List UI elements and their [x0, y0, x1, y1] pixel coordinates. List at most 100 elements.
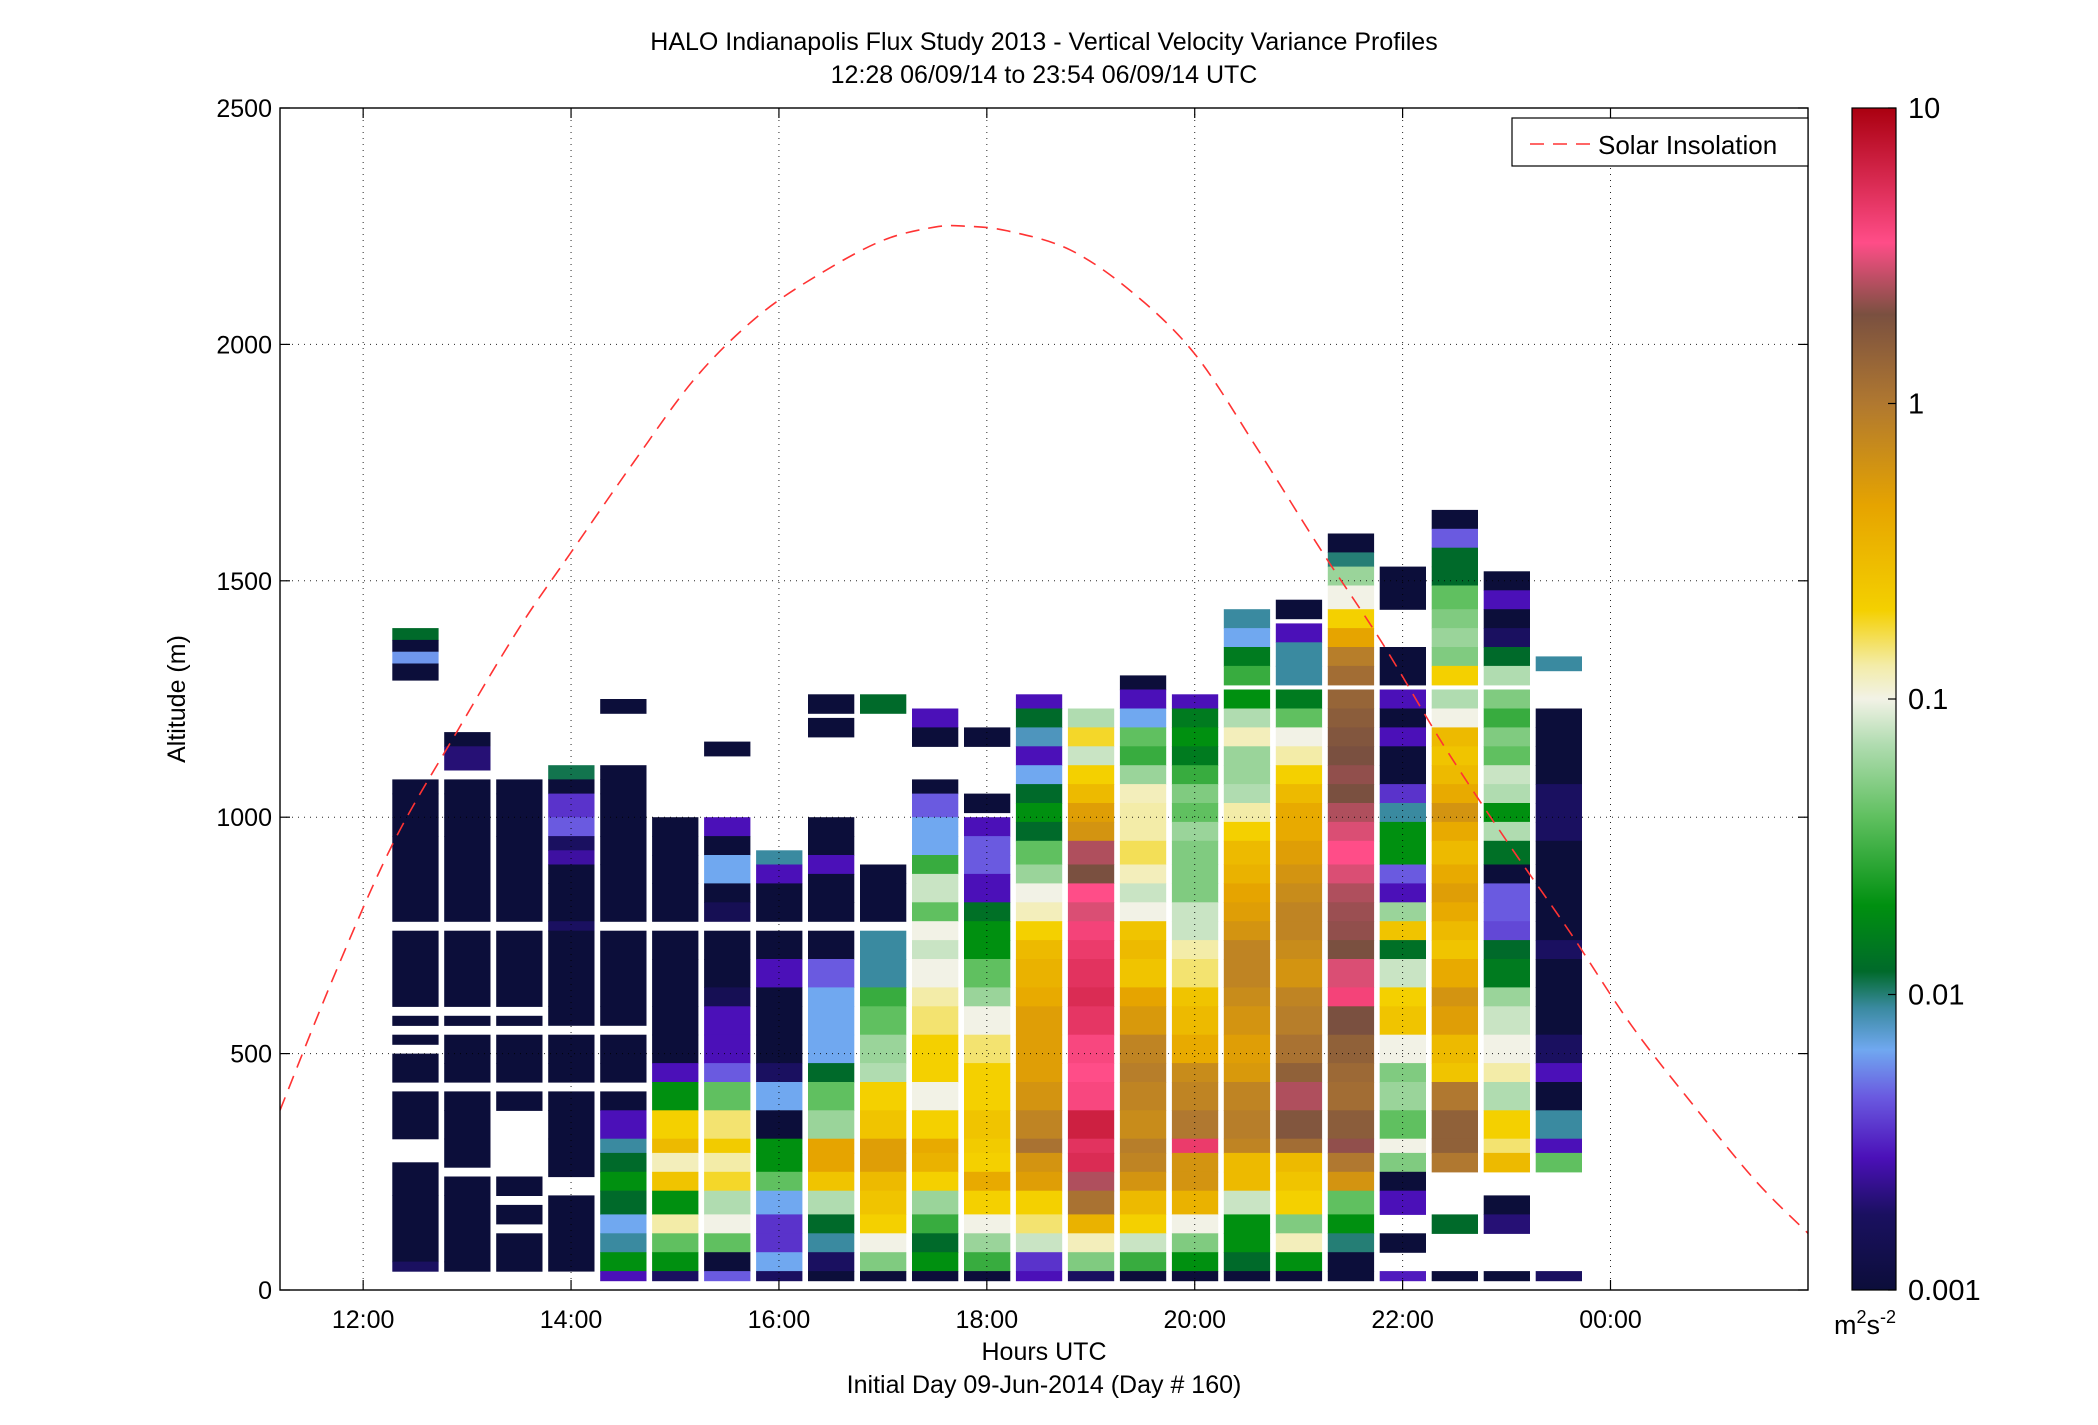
heatmap-cell: [1431, 1110, 1478, 1140]
heatmap-cell: [912, 1214, 959, 1234]
heatmap-cell: [600, 1214, 647, 1234]
heatmap-cell: [600, 836, 647, 866]
y-axis: 0 500 1000 1500 2000 2500: [216, 95, 1808, 1305]
heatmap-cell: [496, 930, 543, 1007]
heatmap-cell: [1327, 921, 1375, 941]
heatmap-cell: [1275, 1271, 1323, 1282]
heatmap-cell: [1275, 1034, 1323, 1064]
heatmap-cell: [1535, 921, 1582, 941]
heatmap-cell: [1327, 533, 1375, 553]
heatmap-cell: [1223, 883, 1271, 903]
heatmap-cell: [1483, 1006, 1530, 1036]
heatmap-cell: [1171, 1034, 1219, 1064]
heatmap-cell: [1223, 940, 1271, 960]
heatmap-cell: [1483, 647, 1530, 667]
heatmap-cell: [1431, 1082, 1478, 1111]
heatmap-cell: [1431, 840, 1478, 865]
heatmap-cell: [1431, 803, 1478, 823]
heatmap-cell: [1431, 566, 1478, 587]
heatmap-cell: [756, 850, 803, 866]
heatmap-cell: [808, 1233, 855, 1253]
heatmap-cell: [808, 1063, 855, 1083]
heatmap-cell: [912, 940, 959, 960]
heatmap-cell: [1275, 708, 1323, 728]
heatmap-cell: [600, 765, 647, 780]
heatmap-cell: [756, 1233, 803, 1253]
heatmap-cell: [1015, 1063, 1063, 1083]
heatmap-cell: [808, 959, 855, 988]
heatmap-cell: [1431, 746, 1478, 766]
heatmap-cell: [964, 1252, 1011, 1272]
heatmap-cell: [548, 1063, 595, 1083]
heatmap-cell: [1327, 552, 1375, 568]
heatmap-cell: [1223, 840, 1271, 865]
heatmap-cell: [1171, 864, 1219, 884]
heatmap-cell: [704, 902, 751, 922]
heatmap-cell: [1379, 1271, 1426, 1282]
heatmap-cell: [1275, 1138, 1323, 1154]
heatmap-cell: [704, 959, 751, 988]
heatmap-cell: [1223, 689, 1271, 709]
heatmap-cell: [1067, 1171, 1115, 1192]
heatmap-cell: [808, 873, 855, 903]
heatmap-cell: [912, 708, 959, 728]
heatmap-cell: [652, 959, 699, 1007]
legend-label-solar: Solar Insolation: [1598, 130, 1777, 160]
heatmap-cell: [756, 864, 803, 884]
grid-lines: [280, 108, 1808, 1290]
heatmap-cell: [1483, 883, 1530, 903]
heatmap-cell: [1327, 727, 1375, 747]
heatmap-cell: [392, 793, 439, 818]
heatmap-cell: [392, 663, 439, 681]
heatmap-cell: [912, 1006, 959, 1036]
heatmap-cell: [808, 1190, 855, 1215]
heatmap-cell: [1431, 1063, 1478, 1083]
heatmap-cell: [1223, 921, 1271, 941]
heatmap-cell: [1119, 1190, 1167, 1215]
heatmap-cell: [860, 1006, 907, 1036]
heatmap-cell: [1535, 1034, 1582, 1064]
y-tick-label: 0: [258, 1277, 272, 1305]
heatmap-cell: [860, 1082, 907, 1111]
heatmap-cell: [860, 930, 907, 960]
heatmap-cell: [548, 1091, 595, 1111]
heatmap-cell: [1275, 746, 1323, 766]
heatmap-cell: [1171, 694, 1219, 710]
heatmap-cell: [964, 1171, 1011, 1192]
heatmap-cell: [912, 855, 959, 875]
heatmap-cell: [1015, 1034, 1063, 1064]
heatmap-cell: [548, 930, 595, 1007]
heatmap-cell: [1171, 803, 1219, 823]
heatmap-cell: [704, 883, 751, 903]
heatmap-cell: [1483, 821, 1530, 842]
heatmap-cell: [704, 1271, 751, 1282]
heatmap-cell: [392, 817, 439, 837]
heatmap-cell: [1119, 675, 1167, 691]
heatmap-cell: [808, 694, 855, 714]
heatmap-cell: [1275, 1214, 1323, 1234]
heatmap-cell: [1275, 1152, 1323, 1173]
heatmap-cell: [1535, 1110, 1582, 1140]
heatmap-cell: [1483, 1110, 1530, 1140]
heatmap-cell: [444, 1091, 491, 1111]
heatmap-cell: [808, 930, 855, 960]
heatmap-cell: [1379, 821, 1426, 842]
heatmap-cell: [1275, 883, 1323, 903]
heatmap-cell: [1119, 727, 1167, 747]
heatmap-cell: [652, 1138, 699, 1154]
heatmap-cell: [704, 1063, 751, 1083]
heatmap-cell: [652, 1063, 699, 1083]
heatmap-cell: [1327, 665, 1375, 686]
heatmap-cell: [392, 639, 439, 653]
heatmap-cell: [1535, 803, 1582, 823]
heatmap-cell: [1431, 883, 1478, 903]
heatmap-cell: [756, 1271, 803, 1282]
heatmap-cell: [1223, 727, 1271, 747]
heatmap-cell: [652, 1252, 699, 1272]
heatmap-cell: [1119, 1271, 1167, 1282]
heatmap-cell: [1015, 864, 1063, 884]
heatmap-cell: [704, 1034, 751, 1064]
heatmap-cell: [704, 1171, 751, 1192]
heatmap-cell: [1275, 623, 1323, 643]
